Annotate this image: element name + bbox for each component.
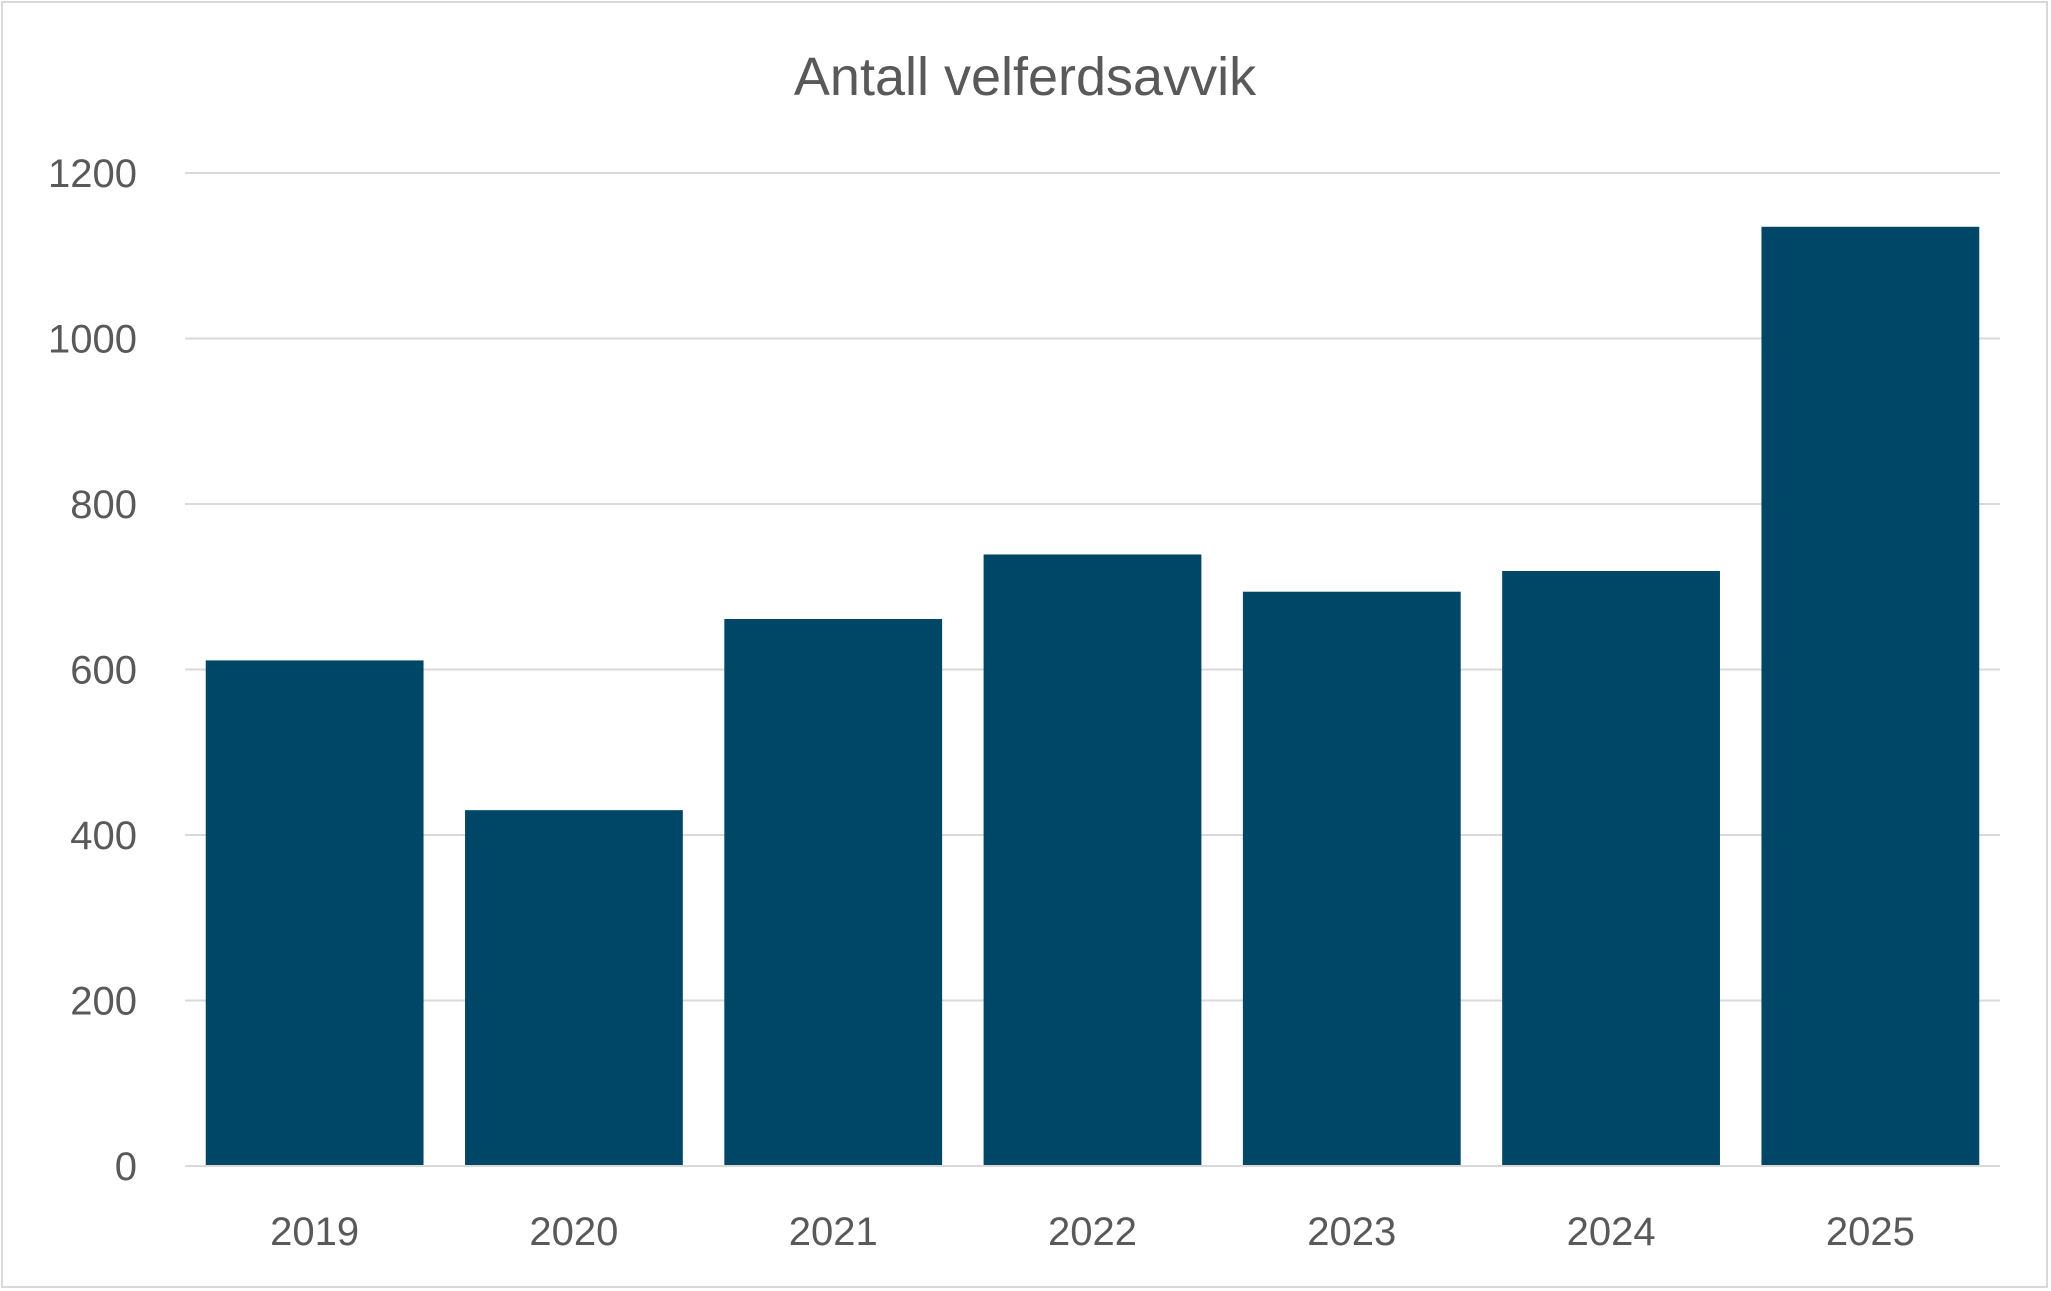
bar-2024 [1502,571,1720,1166]
x-tick-label: 2019 [270,1210,359,1254]
y-tick-label: 1000 [48,318,137,362]
y-tick-label: 0 [115,1145,137,1189]
bar-2022 [983,554,1202,1166]
bars [205,226,1980,1167]
y-tick-label: 800 [70,483,137,527]
bar-2025 [1761,226,1980,1167]
y-tick-label: 400 [70,814,137,858]
bar-2019 [205,660,424,1166]
x-axis-ticks: 2019 2020 2021 2022 2023 2024 2025 [270,1210,1915,1254]
y-tick-label: 1200 [48,152,137,196]
x-tick-label: 2025 [1826,1210,1915,1254]
x-tick-label: 2024 [1567,1210,1656,1254]
y-axis-ticks: 0 200 400 600 800 1000 1200 [48,152,137,1189]
x-tick-label: 2023 [1307,1210,1396,1254]
y-tick-label: 600 [70,649,137,693]
bar-2020 [465,810,683,1166]
x-tick-label: 2020 [529,1210,618,1254]
bar-2023 [1242,591,1461,1166]
x-tick-label: 2022 [1048,1210,1137,1254]
x-tick-label: 2021 [789,1210,878,1254]
y-tick-label: 200 [70,980,137,1024]
chart-title: Antall velferdsavvik [794,47,1257,107]
bar-2021 [724,619,943,1166]
